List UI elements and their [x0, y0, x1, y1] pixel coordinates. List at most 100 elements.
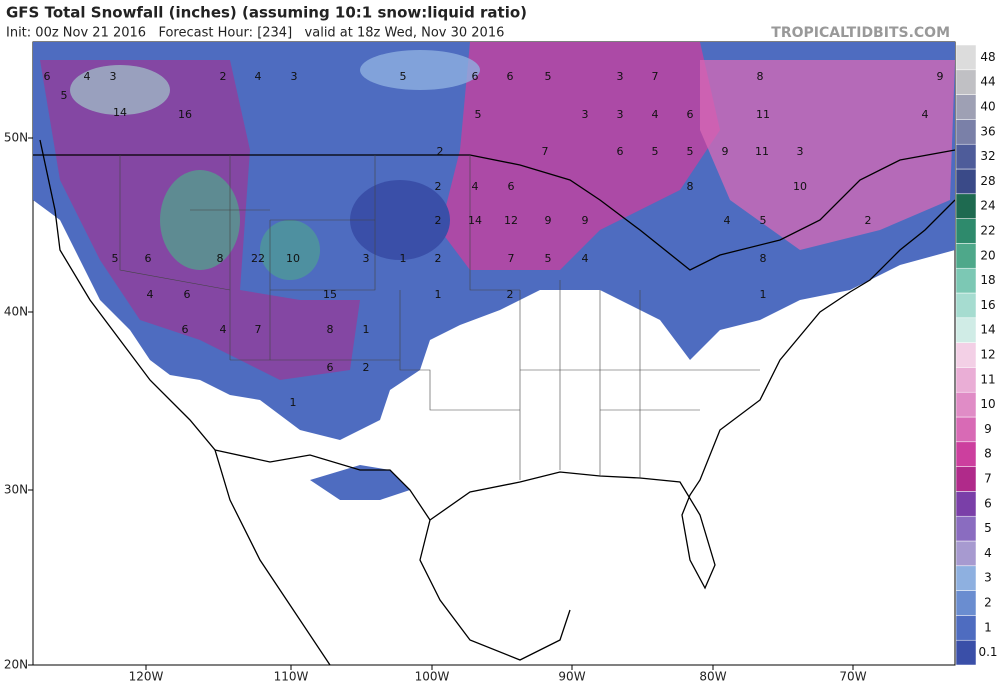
colorbar-segment [955, 317, 977, 343]
snow-amount: 10 [793, 180, 807, 193]
snow-amount: 2 [507, 288, 514, 301]
snow-amount: 2 [435, 214, 442, 227]
snow-amount: 7 [652, 70, 659, 83]
colorbar-segment [955, 69, 977, 95]
snow-amount: 12 [504, 214, 518, 227]
colorbar-label: 44 [980, 75, 995, 89]
colorbar-label: 24 [980, 199, 995, 213]
colorbar-segment [955, 94, 977, 120]
colorbar-label: 4 [984, 546, 992, 560]
colorbar-label: 32 [980, 149, 995, 163]
colorbar-segment [955, 168, 977, 195]
colorbar-label: 20 [980, 248, 995, 262]
snow-amount: 6 [617, 145, 624, 158]
snow-amount: 2 [435, 252, 442, 265]
snow-amount: 3 [110, 70, 117, 83]
snow-amount: 4 [255, 70, 262, 83]
colorbar-label: 5 [984, 521, 992, 535]
brand: TROPICALTIDBITS.COM [771, 25, 950, 41]
title: GFS Total Snowfall (inches) (assuming 10… [6, 4, 527, 22]
colorbar-segment [955, 267, 977, 294]
border [33, 149, 956, 271]
colorbar-segment [955, 590, 977, 616]
snow-area [310, 465, 410, 500]
colorbar-label: 2 [984, 596, 992, 610]
state-lines [119, 155, 760, 480]
snow-amount: 5 [112, 252, 119, 265]
colorbar-segment [955, 44, 977, 71]
boundaries [33, 139, 956, 666]
colorbar-segment [955, 218, 977, 244]
snow-amount: 3 [582, 108, 589, 121]
colorbar-label: 40 [980, 100, 995, 114]
snow-amount: 3 [617, 70, 624, 83]
snow-amount: 5 [760, 214, 767, 227]
snow-amount: 6 [508, 180, 515, 193]
colorbar-label: 16 [980, 298, 995, 312]
snow-amount: 5 [61, 89, 68, 102]
snow-amount: 6 [327, 361, 334, 374]
snow-amount: 3 [617, 108, 624, 121]
snow-amount: 5 [652, 145, 659, 158]
colorbar-segment [955, 615, 977, 641]
lat-label: 50N [4, 131, 28, 145]
snow-extreme [160, 170, 240, 270]
snow-amount: 11 [756, 108, 770, 121]
colorbar-segment [955, 342, 977, 368]
colorbar-segment [955, 193, 977, 219]
snow-amount: 1 [363, 323, 370, 336]
lon-label: 120W [129, 670, 164, 684]
colorbar-segment [955, 119, 977, 145]
lon-label: 70W [839, 670, 866, 684]
snow-amount: 11 [755, 145, 769, 158]
snow-amount: 2 [220, 70, 227, 83]
snow-amount: 6 [687, 108, 694, 121]
snow-amount: 7 [542, 145, 549, 158]
snow-amount: 4 [652, 108, 659, 121]
colorbar-segment [955, 466, 977, 492]
snow-amount: 7 [508, 252, 515, 265]
colorbar-label: 22 [980, 224, 995, 238]
colorbar-segment [955, 292, 977, 319]
snow-amount: 2 [363, 361, 370, 374]
snow-amount: 9 [722, 145, 729, 158]
snow-amount: 2 [435, 180, 442, 193]
snow-amount: 8 [327, 323, 334, 336]
snow-amount: 1 [290, 396, 297, 409]
snow-amount: 1 [435, 288, 442, 301]
colorbar-label: 0.1 [978, 645, 997, 659]
snow-amount: 4 [84, 70, 91, 83]
snow-amount: 9 [545, 214, 552, 227]
colorbar-segment [955, 441, 977, 467]
colorbar-segment [955, 639, 977, 666]
snow-amount: 5 [687, 145, 694, 158]
colorbar-segment [955, 491, 977, 517]
lat-label: 20N [4, 658, 28, 672]
snow-amount: 3 [797, 145, 804, 158]
colorbar-label: 7 [984, 472, 992, 486]
snow-amount: 6 [184, 288, 191, 301]
colorbar-label: 18 [980, 273, 995, 287]
snow-amount: 8 [687, 180, 694, 193]
lon-label: 100W [415, 670, 450, 684]
snow-amount: 5 [475, 108, 482, 121]
colorbar-segment [955, 540, 977, 567]
colorbar-segment [955, 565, 977, 591]
colorbar-label: 1 [984, 620, 992, 634]
snow-amount: 3 [291, 70, 298, 83]
snow-amount: 6 [507, 70, 514, 83]
lat-label: 30N [4, 483, 28, 497]
snow-amount: 9 [582, 214, 589, 227]
colorbar-label: 11 [980, 372, 995, 386]
lat-label: 40N [4, 305, 28, 319]
snow-amount: 8 [757, 70, 764, 83]
lon-label: 110W [274, 670, 309, 684]
colorbar-label: 48 [980, 50, 995, 64]
coastline [39, 139, 331, 666]
snow-heavy [700, 60, 955, 250]
snow-amount: 14 [468, 214, 482, 227]
snow-amount: 5 [545, 252, 552, 265]
